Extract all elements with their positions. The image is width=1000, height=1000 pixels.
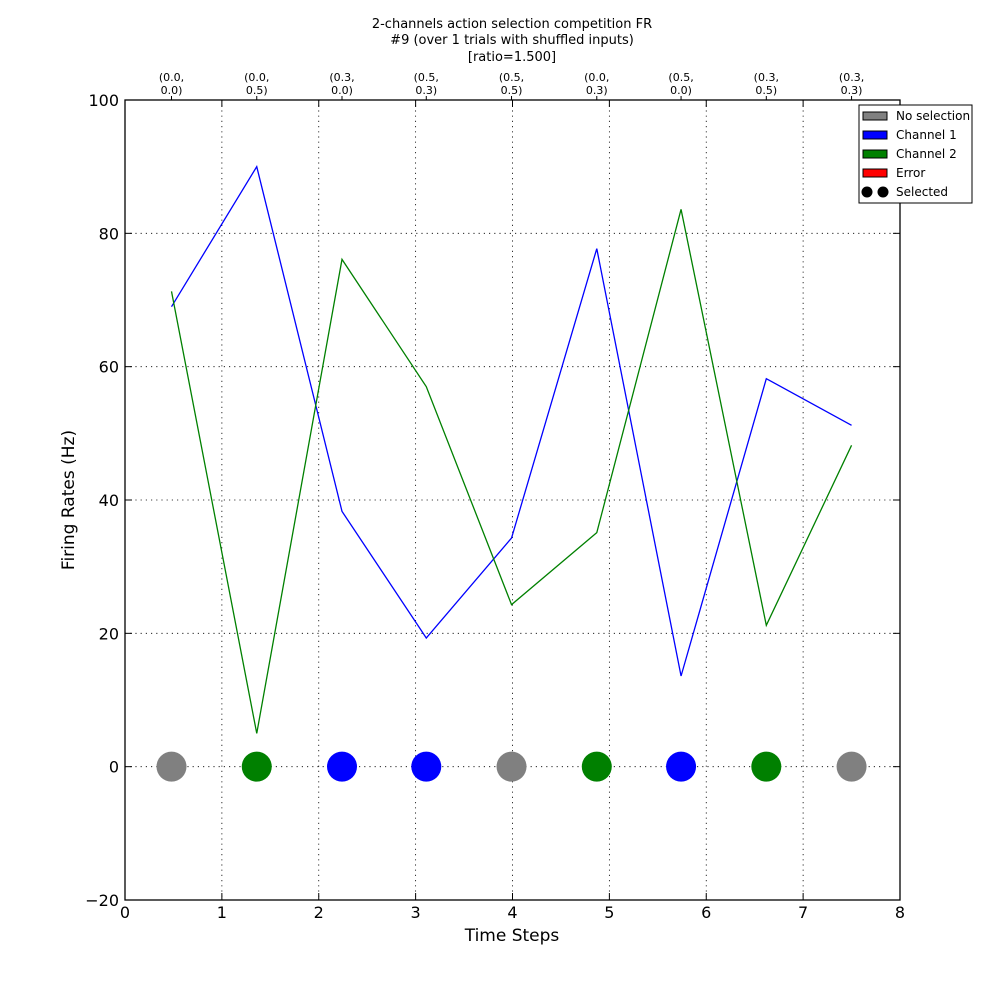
- legend-swatch-channel2: [862, 149, 888, 159]
- y-tick-label: 80: [99, 224, 119, 243]
- legend-marker-selected: [877, 186, 889, 198]
- x-tick-label: 5: [604, 903, 614, 922]
- top-tick-label: (0.5,: [499, 71, 524, 84]
- x-tick-label: 8: [895, 903, 905, 922]
- legend-swatch-none: [862, 111, 888, 121]
- top-tick-label: 0.5): [501, 84, 523, 97]
- x-tick-label: 4: [507, 903, 517, 922]
- selection-marker-channel1: [666, 751, 697, 782]
- top-tick-label: (0.3,: [754, 71, 779, 84]
- y-tick-label: 0: [109, 758, 119, 777]
- legend-label-error: Error: [896, 166, 925, 180]
- top-tick-label: (0.3,: [329, 71, 354, 84]
- legend-marker-selected: [861, 186, 873, 198]
- title-line-1: 2-channels action selection competition …: [372, 17, 652, 32]
- top-tick-label: (0.0,: [584, 71, 609, 84]
- channel-1-line: [170, 164, 852, 677]
- y-tick-label: 60: [99, 358, 119, 377]
- selection-marker-channel2: [241, 751, 272, 782]
- y-tick-label: 40: [99, 491, 119, 510]
- title-line-3: [ratio=1.500]: [468, 50, 556, 65]
- chart-title: 2-channels action selection competition …: [372, 17, 652, 65]
- top-tick-label: (0.0,: [159, 71, 184, 84]
- y-tick-label: −20: [85, 891, 119, 910]
- top-tick-label: 0.3): [415, 84, 437, 97]
- y-tick-label: 100: [88, 91, 119, 110]
- selection-marker-none: [156, 751, 187, 782]
- selection-marker-channel2: [581, 751, 612, 782]
- top-tick-label: (0.0,: [244, 71, 269, 84]
- legend-label-selected: Selected: [896, 185, 948, 199]
- series-lines: [170, 164, 853, 734]
- x-tick-label: 0: [120, 903, 130, 922]
- top-tick-label: (0.5,: [414, 71, 439, 84]
- top-tick-label: 0.0): [670, 84, 692, 97]
- selection-markers: [156, 751, 867, 782]
- top-tick-label: (0.3,: [839, 71, 864, 84]
- top-tick-label: 0.3): [586, 84, 608, 97]
- legend-swatch-channel1: [862, 130, 888, 140]
- x-tick-label: 6: [701, 903, 711, 922]
- legend-label-none: No selection: [896, 109, 970, 123]
- top-tick-label: 0.0): [161, 84, 183, 97]
- selection-marker-channel2: [751, 751, 782, 782]
- selection-marker-none: [836, 751, 867, 782]
- top-tick-label: (0.5,: [668, 71, 693, 84]
- top-tick-label: 0.3): [841, 84, 863, 97]
- x-axis-label: Time Steps: [464, 926, 560, 946]
- selection-marker-channel1: [327, 751, 357, 782]
- y-axis-label: Firing Rates (Hz): [59, 430, 79, 570]
- legend-swatch-error: [862, 168, 888, 178]
- selection-marker-none: [496, 751, 527, 782]
- title-line-2: #9 (over 1 trials with shuffled inputs): [390, 33, 634, 48]
- selection-marker-channel1: [411, 751, 442, 782]
- top-tick-labels: (0.0,0.0)(0.0,0.5)(0.3,0.0)(0.5,0.3)(0.5…: [159, 71, 864, 100]
- x-tick-label: 7: [798, 903, 808, 922]
- top-tick-label: 0.0): [331, 84, 353, 97]
- x-tick-label: 2: [314, 903, 324, 922]
- top-tick-label: 0.5): [246, 84, 268, 97]
- legend-label-channel1: Channel 1: [896, 128, 957, 142]
- top-tick-label: 0.5): [755, 84, 777, 97]
- y-tick-label: 20: [99, 624, 119, 643]
- x-tick-label: 1: [217, 903, 227, 922]
- legend: No selection Channel 1 Channel 2 Error Selec…: [858, 104, 973, 204]
- legend-label-channel2: Channel 2: [896, 147, 957, 161]
- x-tick-label: 3: [411, 903, 421, 922]
- channel-2-line: [170, 209, 853, 734]
